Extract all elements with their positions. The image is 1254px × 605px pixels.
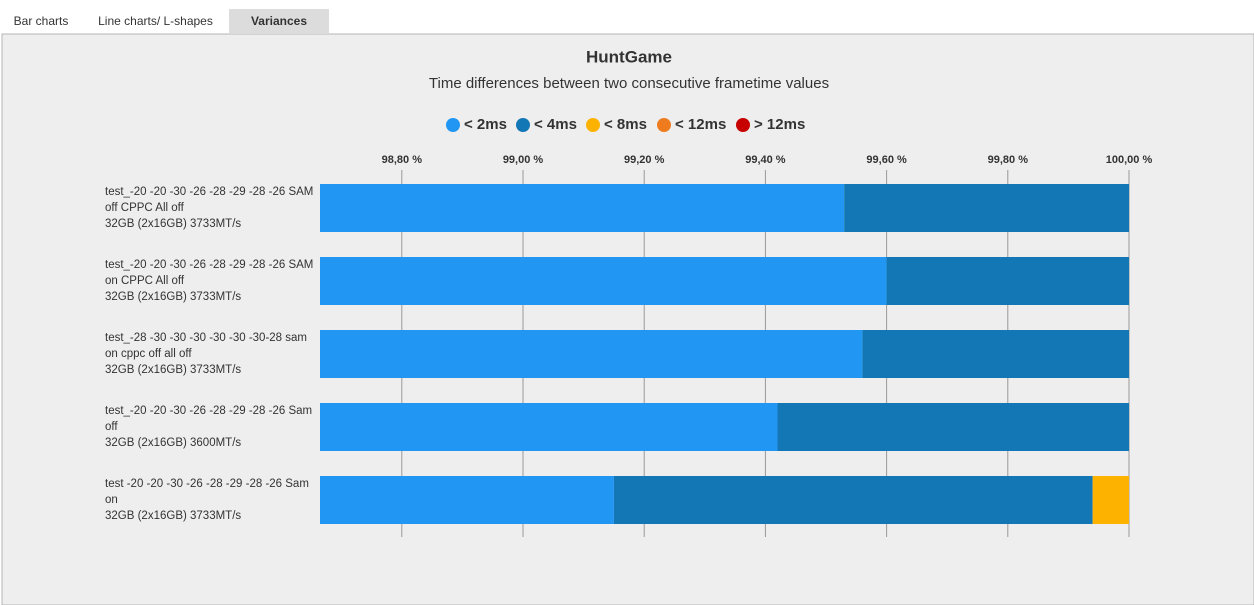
legend-label[interactable]: < 4ms — [534, 116, 577, 133]
chart-title: HuntGame — [586, 47, 672, 66]
category-label: off — [105, 421, 118, 433]
bar-segment — [320, 330, 863, 378]
bar-segment — [320, 403, 778, 451]
x-tick-label: 98,80 % — [382, 154, 423, 166]
bar-segment — [320, 257, 887, 305]
x-tick-label: 99,80 % — [988, 154, 1029, 166]
legend-label[interactable]: < 2ms — [464, 116, 507, 133]
category-label: test -20 -20 -30 -26 -28 -29 -28 -26 Sam — [105, 478, 309, 490]
x-tick-label: 99,00 % — [503, 154, 544, 166]
category-label: off CPPC All off — [105, 202, 185, 214]
bar-segment — [777, 403, 1129, 451]
bar-segment — [320, 184, 845, 232]
category-label: 32GB (2x16GB) 3733MT/s — [105, 291, 241, 303]
chart-subtitle: Time differences between two consecutive… — [429, 75, 829, 92]
tab[interactable]: Variances — [251, 14, 307, 28]
x-tick-label: 99,60 % — [866, 154, 907, 166]
bar-segment — [613, 476, 1093, 524]
legend-marker[interactable] — [657, 118, 671, 132]
legend-marker[interactable] — [736, 118, 750, 132]
bar-segment — [320, 476, 614, 524]
legend-marker[interactable] — [586, 118, 600, 132]
legend-label[interactable]: > 12ms — [754, 116, 805, 133]
bar-segment — [1092, 476, 1129, 524]
tab[interactable]: Line charts/ L-shapes — [98, 14, 213, 28]
tab[interactable]: Bar charts — [14, 14, 69, 28]
category-label: test_-28 -30 -30 -30 -30 -30 -30-28 sam — [105, 332, 307, 344]
category-label: test_-20 -20 -30 -26 -28 -29 -28 -26 SAM — [105, 259, 313, 271]
active-tab-bg — [229, 9, 329, 34]
legend-marker[interactable] — [446, 118, 460, 132]
category-label: 32GB (2x16GB) 3600MT/s — [105, 437, 241, 449]
category-label: test_-20 -20 -30 -26 -28 -29 -28 -26 SAM — [105, 186, 313, 198]
category-label: on cppc off all off — [105, 348, 192, 360]
category-label: test_-20 -20 -30 -26 -28 -29 -28 -26 Sam — [105, 405, 312, 417]
category-label: on CPPC All off — [105, 275, 185, 287]
legend-label[interactable]: < 12ms — [675, 116, 726, 133]
bar-segment — [862, 330, 1129, 378]
bar-segment — [844, 184, 1129, 232]
legend-marker[interactable] — [516, 118, 530, 132]
x-tick-label: 100,00 % — [1106, 154, 1153, 166]
bar-segment — [886, 257, 1129, 305]
category-label: on — [105, 494, 118, 506]
category-label: 32GB (2x16GB) 3733MT/s — [105, 510, 241, 522]
category-label: 32GB (2x16GB) 3733MT/s — [105, 364, 241, 376]
category-label: 32GB (2x16GB) 3733MT/s — [105, 218, 241, 230]
legend-label[interactable]: < 8ms — [604, 116, 647, 133]
x-tick-label: 99,20 % — [624, 154, 665, 166]
x-tick-label: 99,40 % — [745, 154, 786, 166]
